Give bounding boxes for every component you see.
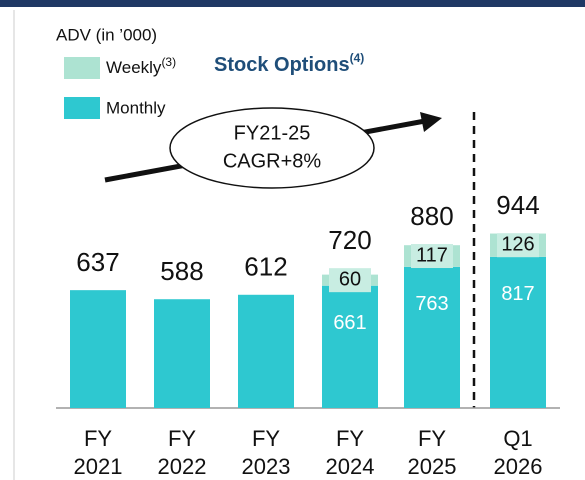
x-tick-label: FY (336, 426, 364, 451)
x-tick-label: FY (84, 426, 112, 451)
x-tick-label: FY (418, 426, 446, 451)
x-tick-label: 2022 (158, 454, 207, 479)
legend-label: Weekly(3) (106, 55, 176, 77)
top-bar (0, 0, 585, 7)
bar-segment (490, 256, 546, 408)
value-label: 817 (501, 283, 534, 305)
chart-title: Stock Options(4) (214, 51, 364, 76)
total-label: 880 (410, 201, 453, 231)
value-label: 126 (501, 233, 534, 255)
x-tick-label: FY (168, 426, 196, 451)
x-tick-label: 2024 (326, 454, 375, 479)
cagr-bubble (169, 107, 375, 189)
x-tick-label: 2026 (494, 454, 543, 479)
legend-label: Monthly (106, 98, 166, 117)
total-label: 637 (76, 247, 119, 277)
label-box (497, 233, 539, 258)
value-label: 117 (416, 244, 448, 266)
x-tick-label: 2021 (74, 454, 123, 479)
bar-segment (70, 290, 126, 408)
total-label: 588 (160, 256, 203, 286)
total-label: 720 (328, 225, 371, 255)
bar-segment (322, 285, 378, 408)
value-label: 661 (333, 312, 366, 334)
x-tick-label: 2023 (242, 454, 291, 479)
axis-title: ADV (in ’000) (56, 25, 157, 44)
annotation: FY21-25 (234, 122, 311, 144)
x-tick-label: Q1 (503, 426, 532, 451)
bar-segment (154, 299, 210, 408)
arrow-head (420, 112, 442, 132)
bar-segment (404, 266, 460, 408)
total-label: 612 (244, 252, 287, 282)
total-label: 944 (496, 190, 539, 220)
legend-swatch (64, 57, 100, 79)
bar-segment (238, 294, 294, 408)
legend-swatch (64, 97, 100, 119)
label-box (411, 244, 453, 269)
annotation: CAGR+8% (223, 150, 322, 172)
x-tick-label: 2025 (408, 454, 457, 479)
x-tick-label: FY (252, 426, 280, 451)
label-box (329, 268, 371, 293)
value-label: 763 (415, 293, 448, 315)
value-label: 60 (339, 268, 361, 290)
